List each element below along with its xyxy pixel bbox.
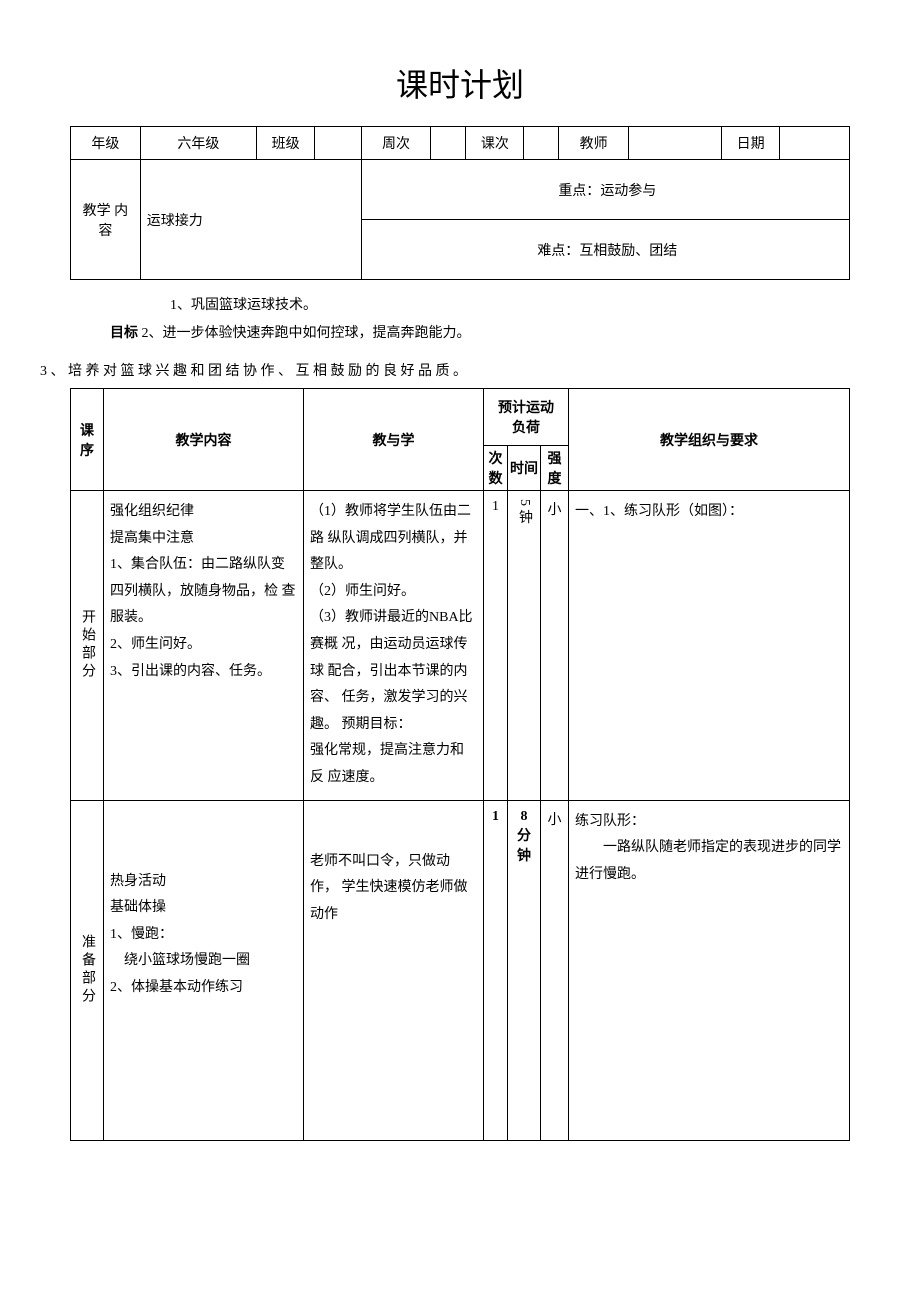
section1-intensity: 小 bbox=[541, 491, 569, 801]
key-point-label: 重点： bbox=[558, 184, 600, 199]
session-value bbox=[524, 127, 559, 160]
date-value bbox=[780, 127, 850, 160]
session-label: 课次 bbox=[466, 127, 524, 160]
header-org: 教学组织与要求 bbox=[569, 389, 850, 491]
section2-org: 练习队形： 一路纵队随老师指定的表现进步的同学进行慢跑。 bbox=[569, 800, 850, 1140]
grade-value: 六年级 bbox=[140, 127, 256, 160]
main-table: 课序 教学内容 教与学 预计运动 负荷 教学组织与要求 次数 时间 强度 开始部… bbox=[70, 388, 850, 1141]
goal-line-2-wrap: 目标 2、进一步体验快速奔跑中如何控球，提高奔跑能力。 bbox=[110, 320, 850, 348]
grade-label: 年级 bbox=[71, 127, 141, 160]
header-seq: 课序 bbox=[71, 389, 104, 491]
goal-line-1: 1、巩固篮球运球技术。 bbox=[170, 292, 850, 320]
header-intensity: 强度 bbox=[541, 446, 569, 491]
section2-seq: 准备部分 bbox=[71, 800, 104, 1140]
section1-org: 一、1、练习队形（如图）： bbox=[569, 491, 850, 801]
week-value bbox=[431, 127, 466, 160]
class-value bbox=[315, 127, 362, 160]
section2-content-text: 热身活动 基础体操 1、慢跑： 绕小篮球场慢跑一圈 2、体操基本动作练习 bbox=[110, 869, 297, 1002]
key-point-value: 运动参与 bbox=[600, 184, 656, 199]
section1-content: 强化组织纪律 提高集中注意 1、集合队伍：由二路纵队变 四列横队，放随身物品，检… bbox=[104, 491, 304, 801]
difficulty-label: 难点： bbox=[537, 244, 579, 259]
difficulty-value: 互相鼓励、团结 bbox=[579, 244, 677, 259]
section1-method-text: （1）教师将学生队伍由二路 纵队调成四列横队，并整队。 （2）师生问好。 （3）… bbox=[310, 499, 477, 792]
goals-block: 1、巩固篮球运球技术。 目标 2、进一步体验快速奔跑中如何控球，提高奔跑能力。 bbox=[110, 292, 850, 348]
page-title: 课时计划 bbox=[70, 60, 850, 106]
goal-line-2: 2、进一步体验快速奔跑中如何控球，提高奔跑能力。 bbox=[142, 326, 471, 341]
section2-num: 1 bbox=[484, 800, 508, 1140]
section1-method: （1）教师将学生队伍由二路 纵队调成四列横队，并整队。 （2）师生问好。 （3）… bbox=[304, 491, 484, 801]
section2-method: 老师不叫口令，只做动作， 学生快速模仿老师做动作 bbox=[304, 800, 484, 1140]
goals-prefix: 目标 bbox=[110, 326, 138, 341]
teaching-content-value: 运球接力 bbox=[140, 160, 361, 280]
teaching-content-label: 教学 内 容 bbox=[71, 160, 141, 280]
section2-org-text: 练习队形： 一路纵队随老师指定的表现进步的同学进行慢跑。 bbox=[575, 809, 843, 889]
header-num: 次数 bbox=[484, 446, 508, 491]
section2-method-text: 老师不叫口令，只做动作， 学生快速模仿老师做动作 bbox=[310, 849, 477, 929]
section1-time: 5 钟 bbox=[508, 491, 541, 801]
week-label: 周次 bbox=[361, 127, 431, 160]
header-time: 时间 bbox=[508, 446, 541, 491]
header-content: 教学内容 bbox=[104, 389, 304, 491]
teacher-value bbox=[629, 127, 722, 160]
goal-line-3: 3 、 培 养 对 篮 球 兴 趣 和 团 结 协 作 、 互 相 鼓 励 的 … bbox=[40, 360, 860, 380]
section2-intensity: 小 bbox=[541, 800, 569, 1140]
section1-seq: 开始部分 bbox=[71, 491, 104, 801]
header-method: 教与学 bbox=[304, 389, 484, 491]
class-label: 班级 bbox=[257, 127, 315, 160]
header-table: 年级 六年级 班级 周次 课次 教师 日期 教学 内 容 运球接力 重点：运动参… bbox=[70, 126, 850, 280]
section1-org-text: 一、1、练习队形（如图）： bbox=[575, 499, 843, 526]
teacher-label: 教师 bbox=[559, 127, 629, 160]
section1-time-text: 5 钟 bbox=[514, 499, 534, 524]
key-point-cell: 重点：运动参与 bbox=[361, 160, 849, 220]
section1-num: 1 bbox=[484, 491, 508, 801]
section1-content-text: 强化组织纪律 提高集中注意 1、集合队伍：由二路纵队变 四列横队，放随身物品，检… bbox=[110, 499, 297, 685]
difficulty-cell: 难点：互相鼓励、团结 bbox=[361, 220, 849, 280]
section2-content: 热身活动 基础体操 1、慢跑： 绕小篮球场慢跑一圈 2、体操基本动作练习 bbox=[104, 800, 304, 1140]
section2-time: 8 分钟 bbox=[508, 800, 541, 1140]
header-load: 预计运动 负荷 bbox=[484, 389, 569, 446]
date-label: 日期 bbox=[722, 127, 780, 160]
